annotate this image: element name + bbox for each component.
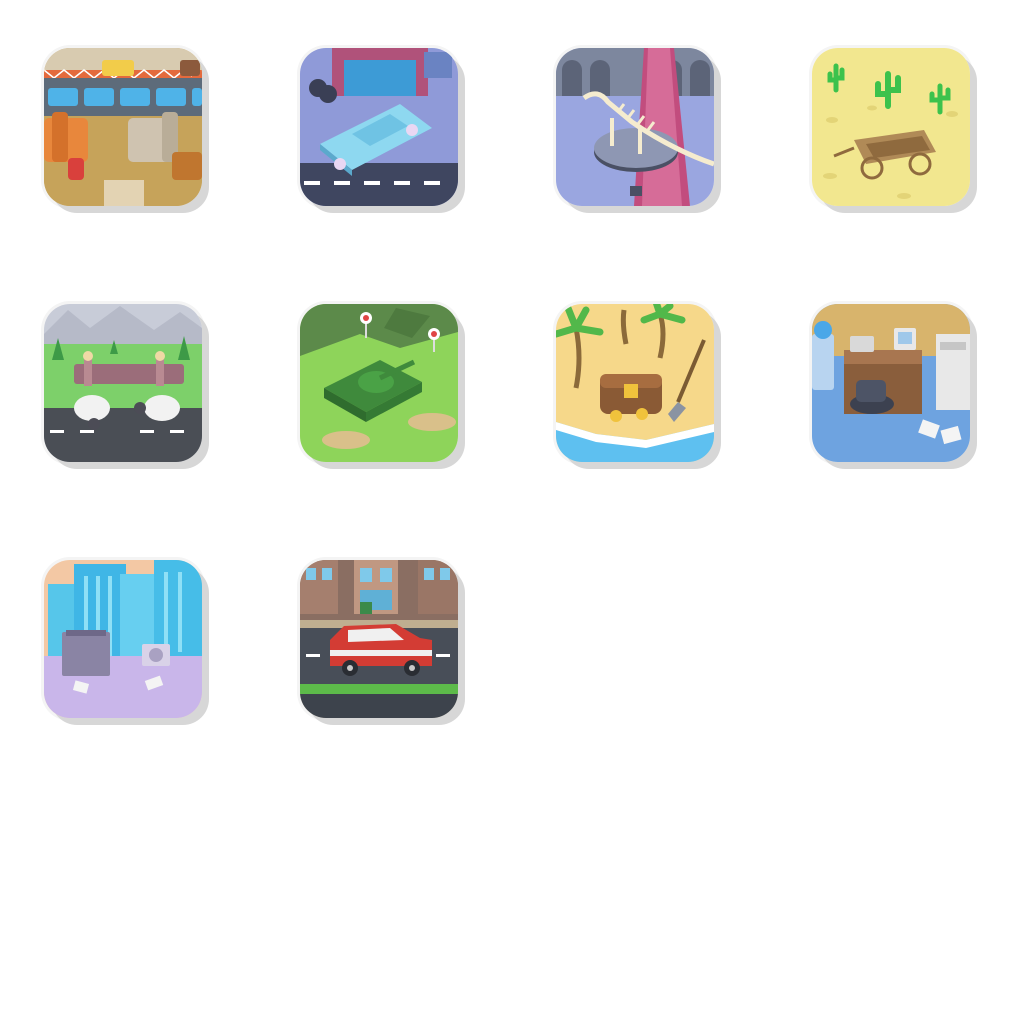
level-tile-street[interactable] — [300, 560, 458, 718]
treasure-island-scene-image — [556, 304, 714, 462]
office-scene-image — [812, 304, 970, 462]
level-tile-office[interactable] — [812, 304, 970, 462]
level-tile-garage[interactable] — [300, 48, 458, 206]
farm-scene-image — [44, 304, 202, 462]
level-tile-treasure-island[interactable] — [556, 304, 714, 462]
level-tile-city[interactable] — [44, 560, 202, 718]
train-scene-image — [44, 48, 202, 206]
level-tile-farm[interactable] — [44, 304, 202, 462]
garage-scene-image — [300, 48, 458, 206]
desert-scene-image — [812, 48, 970, 206]
army-base-scene-image — [300, 304, 458, 462]
level-tile-desert[interactable] — [812, 48, 970, 206]
city-scene-image — [44, 560, 202, 718]
street-scene-image — [300, 560, 458, 718]
level-tile-army-base[interactable] — [300, 304, 458, 462]
level-tile-train[interactable] — [44, 48, 202, 206]
level-tile-museum[interactable] — [556, 48, 714, 206]
museum-scene-image — [556, 48, 714, 206]
